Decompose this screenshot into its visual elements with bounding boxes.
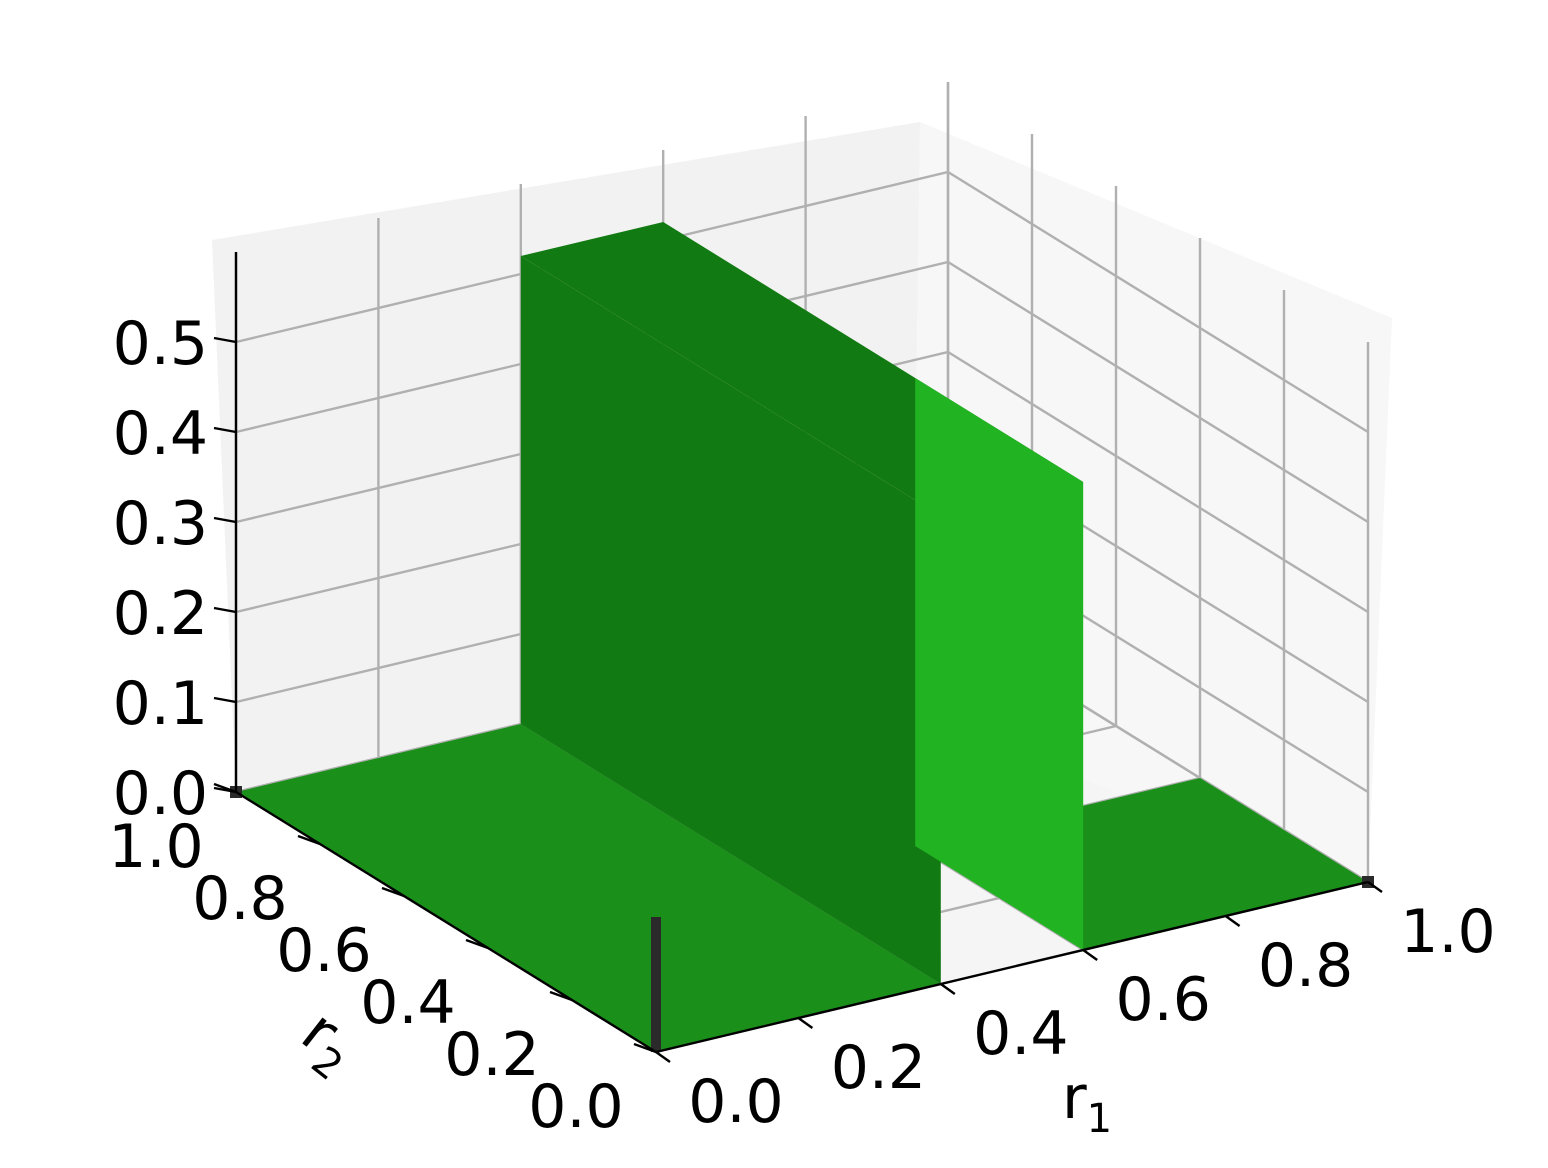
x-tick-mark [1082,949,1098,961]
x-tick-label: 0.2 [831,1033,926,1103]
y-tick-mark [381,886,405,898]
wall-grid-z [235,170,1369,434]
y-tick-label: 0.6 [276,916,371,986]
y-tick-mark [549,990,573,1002]
z-tick-mark [213,786,237,794]
x-tick-mark [1367,881,1383,893]
y-tick-label: 0.4 [360,968,455,1038]
z-tick-mark [213,606,237,614]
surface-plot [230,222,1374,1052]
x-axis-line [655,880,1369,1054]
z-tick-mark [213,336,237,344]
z-tick-label: 0.2 [113,579,208,649]
z-tick-mark [213,426,237,434]
y-tick-mark [297,834,321,846]
y-tick-label: 0.2 [444,1020,539,1090]
y-tick-label: 0.8 [192,864,287,934]
surface-base-left [236,724,941,1052]
y-axis-label: r2 [283,997,371,1090]
tick-labels: 0.0 0.2 0.4 0.6 0.8 1.00.00.20.40.60.81.00.00… [108,309,1495,1142]
z-tick-mark [213,696,237,704]
z-tick-label: 0.0 [113,759,208,829]
y-tick-mark [465,938,489,950]
x-axis-label: r1 [1062,1063,1112,1142]
x-tick-label: 0.4 [973,999,1068,1069]
x-tick-label: 0.0 [688,1067,783,1137]
x-tick-label: 0.6 [1115,965,1210,1035]
wall-grid-z [235,350,1369,614]
x-tick-label: 0.8 [1258,931,1353,1001]
y-tick-label: 0.0 [528,1072,623,1142]
y-axis-line [235,790,657,1054]
x-tick-mark [1224,915,1241,927]
x-tick-mark [797,1017,814,1029]
surface-ridge-right-face [915,378,1084,950]
x-tick-label: 1.0 [1400,897,1495,967]
z-tick-label: 0.4 [113,399,208,469]
z-tick-label: 0.5 [113,309,208,379]
y-tick-label: 1.0 [108,812,203,882]
x-tick-mark [940,983,956,995]
surface-ridge-left-face [520,256,941,984]
y-tick-mark [633,1042,657,1054]
z-tick-mark [213,516,237,524]
z-tick-label: 0.1 [113,669,208,739]
z-tick-label: 0.3 [113,489,208,559]
wall-grid-z [235,260,1369,524]
x-tick-mark [655,1051,671,1063]
